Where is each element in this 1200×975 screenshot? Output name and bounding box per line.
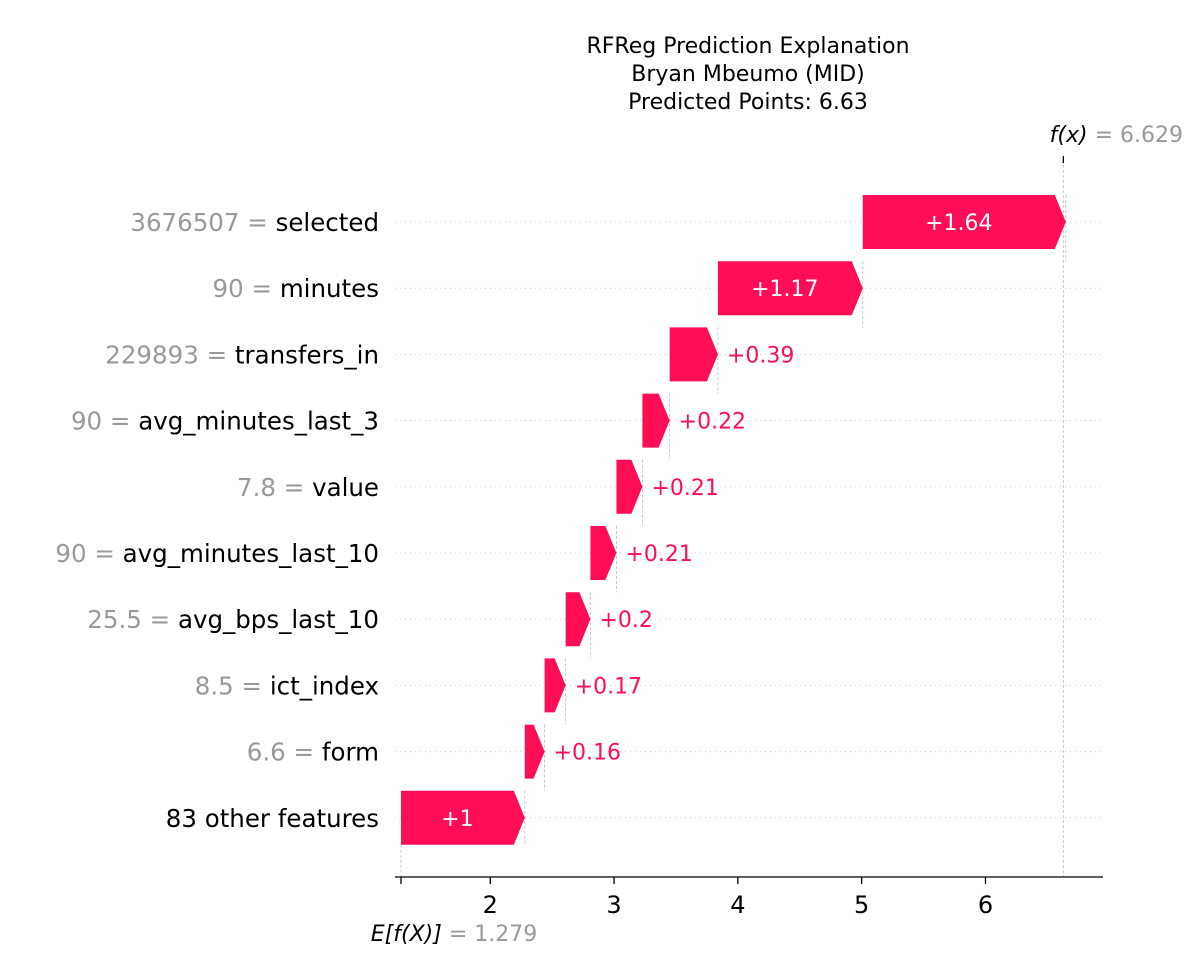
title-line-3: Predicted Points: 6.63 [628,90,868,115]
bar-value-label: +1 [441,807,473,832]
feature-name: minutes [280,274,379,303]
feature-label: 3676507 = selected [130,208,379,237]
feature-name: transfers_in [235,340,379,369]
feature-label: 229893 = transfers_in [105,340,379,369]
base-label-text: E[f(X)] [371,922,442,947]
bar-value-label: +0.17 [575,674,642,699]
feature-label: 90 = minutes [213,274,379,303]
bar-value-label: +1.17 [751,277,818,302]
bar [717,261,863,316]
feature-value: 90 = [213,274,280,303]
bar [524,724,545,779]
feature-value: 25.5 = [87,605,178,634]
bar-value-label: +0.21 [625,542,692,567]
title-line-1: RFReg Prediction Explanation [586,34,909,59]
bar-value-label: +0.2 [599,608,652,633]
x-tick-label: 3 [606,891,621,919]
feature-value: 90 = [55,539,122,568]
feature-name: ict_index [270,671,379,700]
base-value-label: E[f(X)] = 1.279 [371,922,537,947]
feature-label: 6.6 = form [247,738,379,767]
feature-label: 7.8 = value [237,473,379,502]
bar [401,790,525,845]
feature-labels: 3676507 = selected 90 = minutes 229893 = t… [55,208,379,833]
x-axis: 2 3 4 5 6 E[f(X)] = 1.279 [371,876,1103,947]
base-value-text: = 1.279 [442,922,537,947]
feature-name: avg_minutes_last_10 [123,539,379,568]
output-marker: f(x) = 6.629 [1050,123,1183,163]
chart-title: RFReg Prediction Explanation Bryan Mbeum… [586,34,909,115]
bar-value-label: +0.39 [727,343,794,368]
feature-value: 8.5 = [195,671,270,700]
feature-name: 83 other features [166,804,379,833]
bar-value-label: +0.16 [554,741,621,766]
guide-lines [400,160,1067,877]
feature-name: avg_bps_last_10 [178,605,379,634]
bar-value-label: +1.64 [925,211,992,236]
feature-label: 25.5 = avg_bps_last_10 [87,605,379,634]
x-tick-label: 4 [730,891,745,919]
feature-label: 90 = avg_minutes_last_10 [55,539,379,568]
feature-name: value [312,473,379,502]
title-line-2: Bryan Mbeumo (MID) [631,62,864,87]
output-value-text: = 6.629 [1088,123,1183,148]
feature-value: 6.6 = [247,738,322,767]
output-value-label: f(x) = 6.629 [1050,123,1183,148]
bar [565,592,591,647]
feature-label: 90 = avg_minutes_last_3 [71,407,379,436]
feature-label: 8.5 = ict_index [195,671,379,700]
feature-value: 90 = [71,407,138,436]
feature-label: 83 other features [166,804,379,833]
bar [862,195,1066,249]
feature-value: 7.8 = [237,473,312,502]
bar-value-label: +0.22 [679,410,746,435]
x-tick-label: 5 [854,891,869,919]
output-label-text: f(x) [1050,123,1088,148]
x-tick-label: 2 [483,891,498,919]
bar-value-label: +0.21 [651,476,718,501]
bar [669,327,718,382]
bar [544,658,566,713]
feature-name: avg_minutes_last_3 [138,407,379,436]
feature-value: 3676507 = [130,208,275,237]
feature-value: 229893 = [105,340,235,369]
bar [616,459,643,514]
feature-name: selected [276,208,379,237]
bar [590,526,617,580]
x-tick-label: 6 [978,891,993,919]
bar [642,393,670,448]
bars: +1.64 +1.17 +0.39 +0.22 +0.21 +0.21 +0.2 +0.17 +… [401,195,1066,845]
feature-name: form [322,738,379,767]
